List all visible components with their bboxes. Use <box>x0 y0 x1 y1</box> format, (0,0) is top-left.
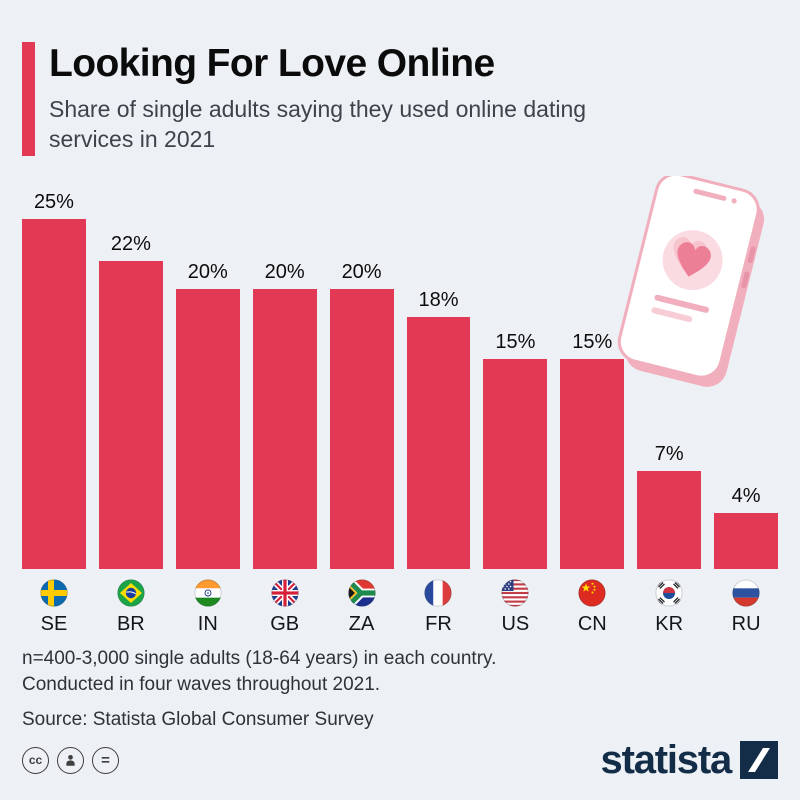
bar <box>252 289 317 569</box>
bar-column: 15% US <box>483 331 548 636</box>
flag-sweden-icon <box>40 579 68 607</box>
bar <box>22 219 86 569</box>
bar <box>329 289 394 569</box>
bar-column: 7% KR <box>637 443 702 636</box>
title-accent-bar <box>22 42 35 156</box>
flag-uk-icon <box>271 579 299 607</box>
flag-brazil-icon <box>117 579 145 607</box>
bar-column: 15% CN <box>560 331 625 636</box>
statista-logo-text: statista <box>600 738 733 782</box>
country-code-label: BR <box>116 613 145 635</box>
bar-value-label: 7% <box>654 443 684 465</box>
flag-india-icon <box>194 579 222 607</box>
flag-south-africa-icon <box>348 579 376 607</box>
bar-column: 20% GB <box>252 261 317 636</box>
country-code-label: KR <box>655 613 684 635</box>
flag-russia-icon <box>732 579 760 607</box>
country-code-label: FR <box>425 613 452 635</box>
statista-logo: statista <box>601 740 778 780</box>
flag-france-icon <box>424 579 453 607</box>
bar-chart: 25% SE 22% BR 20% IN 20% GB 20% ZA 18% FR 15% US 15% CN… <box>22 190 779 636</box>
country-code-label: SE <box>40 613 68 635</box>
bar-value-label: 20% <box>264 261 305 283</box>
bar-column: 22% BR <box>98 233 163 636</box>
license-icons: cc = <box>22 746 119 774</box>
bar-value-label: 15% <box>495 331 536 353</box>
sample-note-line2: Conducted in four waves throughout 2021. <box>22 674 381 696</box>
source-note: Source: Statista Global Consumer Survey <box>22 709 374 731</box>
bar-column: 18% FR <box>406 289 471 636</box>
chart-subtitle: Share of single adults saying they used … <box>49 95 587 152</box>
bar <box>98 261 163 569</box>
bar-value-label: 4% <box>731 485 761 507</box>
bar-value-label: 25% <box>33 191 74 213</box>
bar-value-label: 15% <box>572 331 613 353</box>
footnotes: n=400-3,000 single adults (18-64 years) … <box>22 646 778 734</box>
country-code-label: ZA <box>348 613 375 635</box>
country-code-label: GB <box>270 613 300 635</box>
header: Looking For Love Online Share of single … <box>22 42 778 156</box>
bar-value-label: 22% <box>110 233 151 255</box>
chart-title: Looking For Love Online <box>49 42 495 85</box>
country-code-label: IN <box>197 613 218 635</box>
flag-south-korea-icon <box>655 579 683 607</box>
country-code-label: US <box>501 613 530 635</box>
country-code-label: CN <box>577 613 607 635</box>
statista-logo-mark <box>740 741 778 779</box>
cc-icon: cc <box>22 746 49 774</box>
bar-value-label: 20% <box>187 261 228 283</box>
bar <box>483 359 548 569</box>
bar-value-label: 20% <box>341 261 382 283</box>
bar-value-label: 18% <box>418 289 459 311</box>
attribution-icon <box>57 746 84 774</box>
bar-column: 20% ZA <box>329 261 394 636</box>
bar-column: 25% SE <box>22 191 86 636</box>
bar <box>637 471 702 569</box>
bar <box>714 513 779 569</box>
bar <box>175 289 240 569</box>
flag-usa-icon <box>501 579 529 607</box>
equals-icon: = <box>92 746 119 774</box>
country-code-label: RU <box>731 613 761 635</box>
bar <box>406 317 471 569</box>
flag-china-icon <box>578 579 606 607</box>
bottom-bar: cc = statista <box>22 740 778 780</box>
bar <box>560 359 625 569</box>
bar-column: 4% RU <box>714 485 779 636</box>
sample-note-line1: n=400-3,000 single adults (18-64 years) … <box>22 648 497 669</box>
bar-column: 20% IN <box>175 261 240 636</box>
